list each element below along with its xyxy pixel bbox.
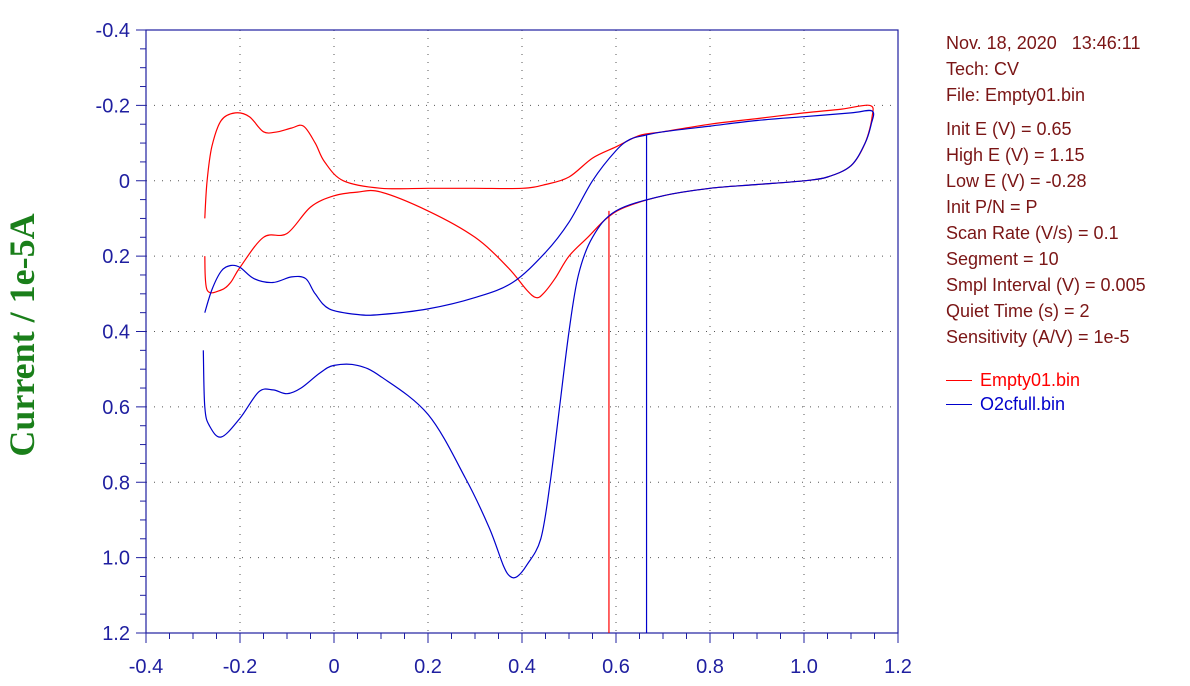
legend-item-o2cfull: O2cfull.bin (946, 392, 1080, 416)
param-quiet-time: Quiet Time (s) = 2 (946, 301, 1090, 321)
y-tick-label: -0.2 (96, 95, 130, 117)
x-tick-label: 0.4 (508, 656, 536, 678)
param-sensitivity: Sensitivity (A/V) = 1e-5 (946, 327, 1130, 347)
series-o2cfull-line (202, 109, 875, 579)
y-tick-label: -0.4 (96, 20, 130, 42)
timestamp: Nov. 18, 2020 13:46:11 (946, 33, 1141, 53)
x-tick-label: 1.0 (790, 656, 818, 678)
y-tick-label: 1.2 (102, 623, 130, 645)
param-segment: Segment = 10 (946, 249, 1059, 269)
file-name: File: Empty01.bin (946, 85, 1086, 105)
x-tick-label: 0.8 (696, 656, 724, 678)
plot-frame (145, 29, 899, 634)
legend-item-empty01: Empty01.bin (946, 368, 1080, 392)
y-tick-label: 0.2 (102, 246, 130, 268)
series-empty01-line (204, 104, 874, 299)
param-smpl-interval: Smpl Interval (V) = 0.005 (946, 275, 1146, 295)
grid-lines (146, 30, 898, 633)
param-init-pn: Init P/N = P (946, 197, 1038, 217)
param-init-e: Init E (V) = 0.65 (946, 119, 1072, 139)
x-tick-labels: -0.4 -0.2 0 0.2 0.4 0.6 0.8 1.0 1.2 (129, 656, 912, 678)
legend-swatch (946, 403, 972, 405)
x-tick-label: 1.2 (884, 656, 912, 678)
axis-ticks (136, 29, 899, 643)
legend: Empty01.bin O2cfull.bin (946, 368, 1080, 416)
legend-swatch (946, 379, 972, 381)
x-tick-label: 0 (328, 656, 339, 678)
x-tick-label: -0.4 (129, 656, 163, 678)
y-tick-label: 0.4 (102, 322, 130, 344)
legend-label: O2cfull.bin (980, 394, 1066, 414)
y-axis-label: Current / 1e-5A (2, 213, 42, 456)
param-scan-rate: Scan Rate (V/s) = 0.1 (946, 223, 1119, 243)
y-tick-label: 1.0 (102, 548, 130, 570)
y-tick-label: 0 (119, 171, 130, 193)
param-low-e: Low E (V) = -0.28 (946, 171, 1087, 191)
legend-label: Empty01.bin (980, 370, 1081, 390)
x-tick-label: 0.2 (414, 656, 442, 678)
x-tick-label: -0.2 (223, 656, 257, 678)
x-tick-label: 0.6 (602, 656, 630, 678)
technique: Tech: CV (946, 59, 1020, 79)
y-tick-label: 0.6 (102, 397, 130, 419)
series-layer (202, 104, 875, 633)
run-info-panel: Nov. 18, 2020 13:46:11 Tech: CV File: Em… (946, 30, 1146, 350)
y-tick-label: 0.8 (102, 472, 130, 494)
y-tick-labels: -0.4 -0.2 0 0.2 0.4 0.6 0.8 1.0 1.2 (96, 20, 130, 645)
param-high-e: High E (V) = 1.15 (946, 145, 1085, 165)
